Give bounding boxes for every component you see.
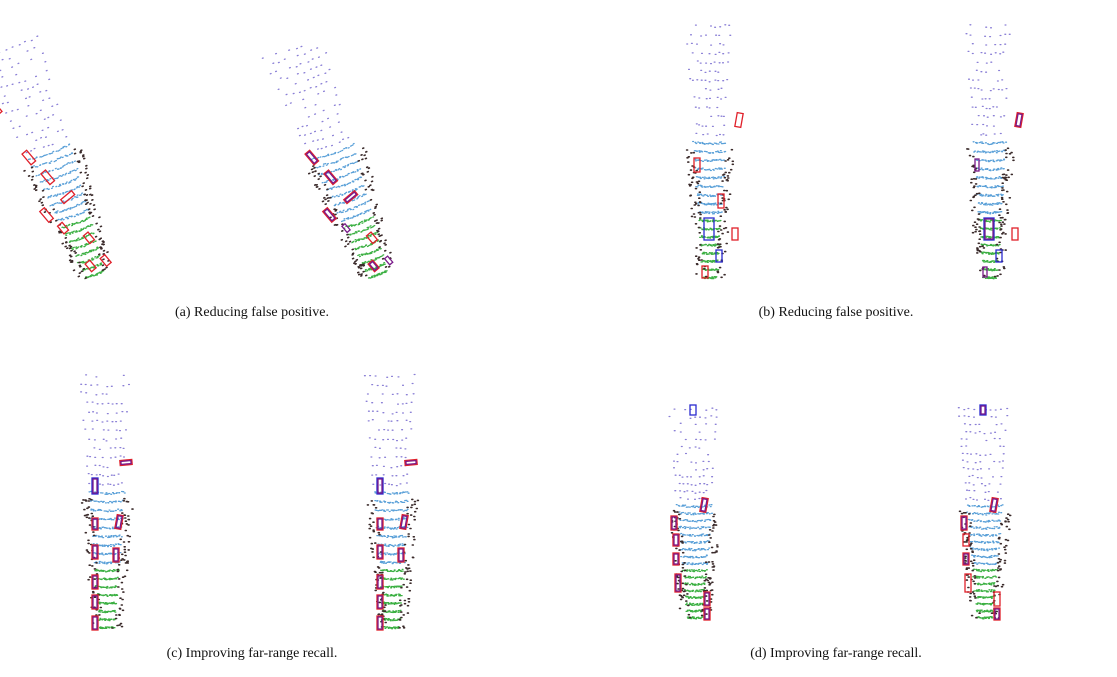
scan-points <box>973 142 1006 214</box>
detection-box <box>385 256 393 265</box>
detection-box <box>674 554 678 564</box>
detection-box <box>406 461 416 465</box>
lidar-scan <box>81 375 133 630</box>
detection-box <box>1012 228 1018 240</box>
detection-box <box>93 546 97 558</box>
lidar-scan <box>669 405 718 620</box>
detection-box <box>85 260 96 272</box>
detection-box <box>40 208 54 223</box>
scan-points <box>669 408 717 499</box>
detection-box <box>995 609 999 619</box>
lidar-scan <box>966 25 1023 279</box>
lidar-scan <box>958 405 1010 620</box>
scan-points <box>967 505 1003 565</box>
detection-box <box>732 228 738 240</box>
caption: (a) Reducing false positive. <box>175 305 329 321</box>
caption: (b) Reducing false positive. <box>759 305 914 321</box>
scan-points <box>966 25 1010 135</box>
detection-box <box>93 479 97 493</box>
detection-box <box>305 150 319 165</box>
caption: (d) Improving far-range recall. <box>750 646 922 662</box>
scan-points <box>958 408 1007 501</box>
scan-points <box>687 25 731 136</box>
detection-box <box>121 461 131 465</box>
scan-points <box>365 375 416 486</box>
point-cloud-art <box>0 0 1117 677</box>
scan-points <box>262 37 357 158</box>
detection-box <box>41 170 55 185</box>
detection-box <box>378 617 382 629</box>
figure: (a) Reducing false positive. (b) Reducin… <box>0 0 1117 677</box>
scan-points <box>0 36 74 157</box>
detection-box <box>0 99 2 115</box>
lidar-scan <box>0 35 124 290</box>
detection-box <box>962 517 966 529</box>
lidar-scan <box>262 36 407 288</box>
detection-box <box>672 517 676 529</box>
detection-box <box>93 617 97 629</box>
scan-points <box>81 375 130 485</box>
lidar-scan <box>365 375 419 631</box>
detection-box <box>674 535 678 545</box>
caption: (c) Improving far-range recall. <box>167 646 338 662</box>
obstacle-points <box>307 147 407 282</box>
detection-box <box>981 406 985 414</box>
detection-box <box>114 549 118 561</box>
scan-points <box>311 144 377 225</box>
detection-box <box>378 479 382 493</box>
detection-box <box>705 593 709 605</box>
detection-box <box>735 113 743 128</box>
detection-box <box>399 549 403 561</box>
scan-points <box>676 505 712 565</box>
detection-box <box>22 150 36 165</box>
scan-points <box>344 216 393 281</box>
lidar-scan <box>687 25 744 279</box>
